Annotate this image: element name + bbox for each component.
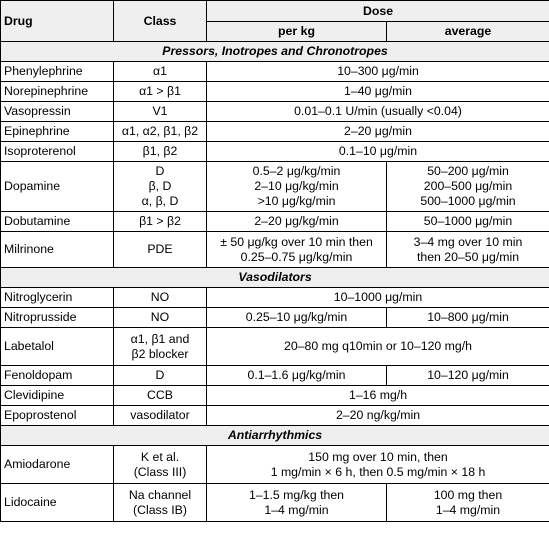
drug-name: Epoprostenol	[0, 405, 114, 426]
drug-class: vasodilator	[113, 405, 207, 426]
drug-name: Isoproterenol	[0, 141, 114, 162]
drug-name: Lidocaine	[0, 483, 114, 522]
drug-name: Epinephrine	[0, 121, 114, 142]
drug-class: β1, β2	[113, 141, 207, 162]
drug-class: CCB	[113, 385, 207, 406]
drug-dose: 150 mg over 10 min, then 1 mg/min × 6 h,…	[205, 445, 549, 484]
section-vasodilators: Vasodilators	[0, 267, 549, 288]
drug-dose: 1–40 μg/min	[205, 81, 549, 102]
dose-per-kg: 0.5–2 μg/kg/min 2–10 μg/kg/min >10 μg/kg…	[206, 161, 387, 212]
drug-name: Milrinone	[0, 231, 114, 268]
table-row: Milrinone PDE ± 50 μg/kg over 10 min the…	[0, 231, 549, 268]
drug-name: Clevidipine	[0, 385, 114, 406]
drug-name: Nitroglycerin	[0, 287, 114, 308]
table-row: Nitroprusside NO 0.25–10 μg/kg/min 10–80…	[0, 307, 549, 328]
drug-dose: 0.01–0.1 U/min (usually <0.04)	[205, 101, 549, 122]
table-row: Labetalol α1, β1 and β2 blocker 20–80 mg…	[0, 327, 549, 366]
header-dose: Dose	[205, 0, 549, 22]
drug-class: α1	[113, 61, 207, 82]
table-row: Nitroglycerin NO 10–1000 μg/min	[0, 287, 549, 308]
drug-dosing-table: Drug Class Dose per kg average Pressors,…	[0, 0, 549, 522]
drug-dose: 10–1000 μg/min	[205, 287, 549, 308]
drug-name: Dopamine	[0, 161, 114, 212]
table-row: Norepinephrine α1 > β1 1–40 μg/min	[0, 81, 549, 102]
drug-class: V1	[113, 101, 207, 122]
drug-name: Labetalol	[0, 327, 114, 366]
table-row: Phenylephrine α1 10–300 μg/min	[0, 61, 549, 82]
table-row: Isoproterenol β1, β2 0.1–10 μg/min	[0, 141, 549, 162]
drug-name: Fenoldopam	[0, 365, 114, 386]
drug-dose: 1–16 mg/h	[205, 385, 549, 406]
drug-class: β1 > β2	[113, 211, 207, 232]
table-row: Lidocaine Na channel (Class IB) 1–1.5 mg…	[0, 483, 549, 522]
table-row: Dopamine D β, D α, β, D 0.5–2 μg/kg/min …	[0, 161, 549, 212]
drug-name: Norepinephrine	[0, 81, 114, 102]
drug-class: PDE	[113, 231, 207, 268]
drug-class: NO	[113, 287, 207, 308]
dose-average: 100 mg then 1–4 mg/min	[385, 483, 549, 522]
drug-dose: 2–20 μg/min	[205, 121, 549, 142]
drug-dose: 10–300 μg/min	[205, 61, 549, 82]
dose-per-kg: 0.25–10 μg/kg/min	[206, 307, 387, 328]
drug-name: Dobutamine	[0, 211, 114, 232]
table-row: Dobutamine β1 > β2 2–20 μg/kg/min 50–100…	[0, 211, 549, 232]
dose-average: 3–4 mg over 10 min then 20–50 μg/min	[385, 231, 549, 268]
dose-per-kg: 0.1–1.6 μg/kg/min	[206, 365, 387, 386]
table-row: Epoprostenol vasodilator 2–20 ng/kg/min	[0, 405, 549, 426]
header-per-kg: per kg	[206, 21, 387, 42]
drug-name: Vasopressin	[0, 101, 114, 122]
dose-average: 50–1000 μg/min	[385, 211, 549, 232]
drug-class: D β, D α, β, D	[113, 161, 207, 212]
section-pressors: Pressors, Inotropes and Chronotropes	[0, 41, 549, 62]
dose-per-kg: ± 50 μg/kg over 10 min then 0.25–0.75 μg…	[206, 231, 387, 268]
dose-per-kg: 1–1.5 mg/kg then 1–4 mg/min	[206, 483, 387, 522]
drug-class: D	[113, 365, 207, 386]
table-row: Amiodarone K et al. (Class III) 150 mg o…	[0, 445, 549, 484]
header-average: average	[385, 21, 549, 42]
dose-average: 50–200 μg/min 200–500 μg/min 500–1000 μg…	[385, 161, 549, 212]
drug-class: Na channel (Class IB)	[113, 483, 207, 522]
drug-dose: 2–20 ng/kg/min	[205, 405, 549, 426]
table-row: Epinephrine α1, α2, β1, β2 2–20 μg/min	[0, 121, 549, 142]
drug-class: α1, β1 and β2 blocker	[113, 327, 207, 366]
dose-average: 10–800 μg/min	[385, 307, 549, 328]
header-drug: Drug	[0, 0, 114, 42]
drug-class: NO	[113, 307, 207, 328]
drug-dose: 0.1–10 μg/min	[205, 141, 549, 162]
dose-per-kg: 2–20 μg/kg/min	[206, 211, 387, 232]
header-class: Class	[113, 0, 207, 42]
dose-average: 10–120 μg/min	[385, 365, 549, 386]
drug-name: Nitroprusside	[0, 307, 114, 328]
drug-class: α1 > β1	[113, 81, 207, 102]
drug-name: Amiodarone	[0, 445, 114, 484]
drug-name: Phenylephrine	[0, 61, 114, 82]
drug-dose: 20–80 mg q10min or 10–120 mg/h	[205, 327, 549, 366]
table-row: Clevidipine CCB 1–16 mg/h	[0, 385, 549, 406]
table-row: Fenoldopam D 0.1–1.6 μg/kg/min 10–120 μg…	[0, 365, 549, 386]
table-row: Vasopressin V1 0.01–0.1 U/min (usually <…	[0, 101, 549, 122]
drug-class: K et al. (Class III)	[113, 445, 207, 484]
section-antiarrhythmics: Antiarrhythmics	[0, 425, 549, 446]
drug-class: α1, α2, β1, β2	[113, 121, 207, 142]
